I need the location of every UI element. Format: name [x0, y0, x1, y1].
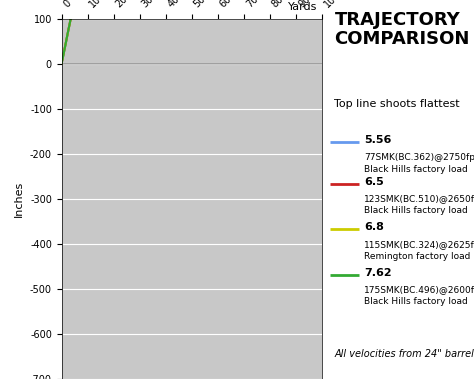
Y-axis label: Inches: Inches: [14, 181, 24, 217]
Text: 115SMK(BC.324)@2625fps
Remington factory load: 115SMK(BC.324)@2625fps Remington factory…: [364, 241, 474, 261]
Text: 175SMK(BC.496)@2600fps
Black Hills factory load: 175SMK(BC.496)@2600fps Black Hills facto…: [364, 286, 474, 306]
Text: 123SMK(BC.510)@2650fps
Black Hills factory load: 123SMK(BC.510)@2650fps Black Hills facto…: [364, 195, 474, 215]
Text: TRAJECTORY
COMPARISON: TRAJECTORY COMPARISON: [334, 11, 470, 48]
Text: 77SMK(BC.362)@2750fps
Black Hills factory load: 77SMK(BC.362)@2750fps Black Hills factor…: [364, 153, 474, 174]
Text: Yards: Yards: [288, 2, 317, 12]
Text: 6.5: 6.5: [364, 177, 383, 187]
Text: All velocities from 24" barrels: All velocities from 24" barrels: [334, 349, 474, 359]
Text: 5.56: 5.56: [364, 135, 391, 145]
Text: Top line shoots flattest: Top line shoots flattest: [334, 99, 460, 108]
Text: 7.62: 7.62: [364, 268, 392, 278]
Text: 6.8: 6.8: [364, 222, 383, 232]
